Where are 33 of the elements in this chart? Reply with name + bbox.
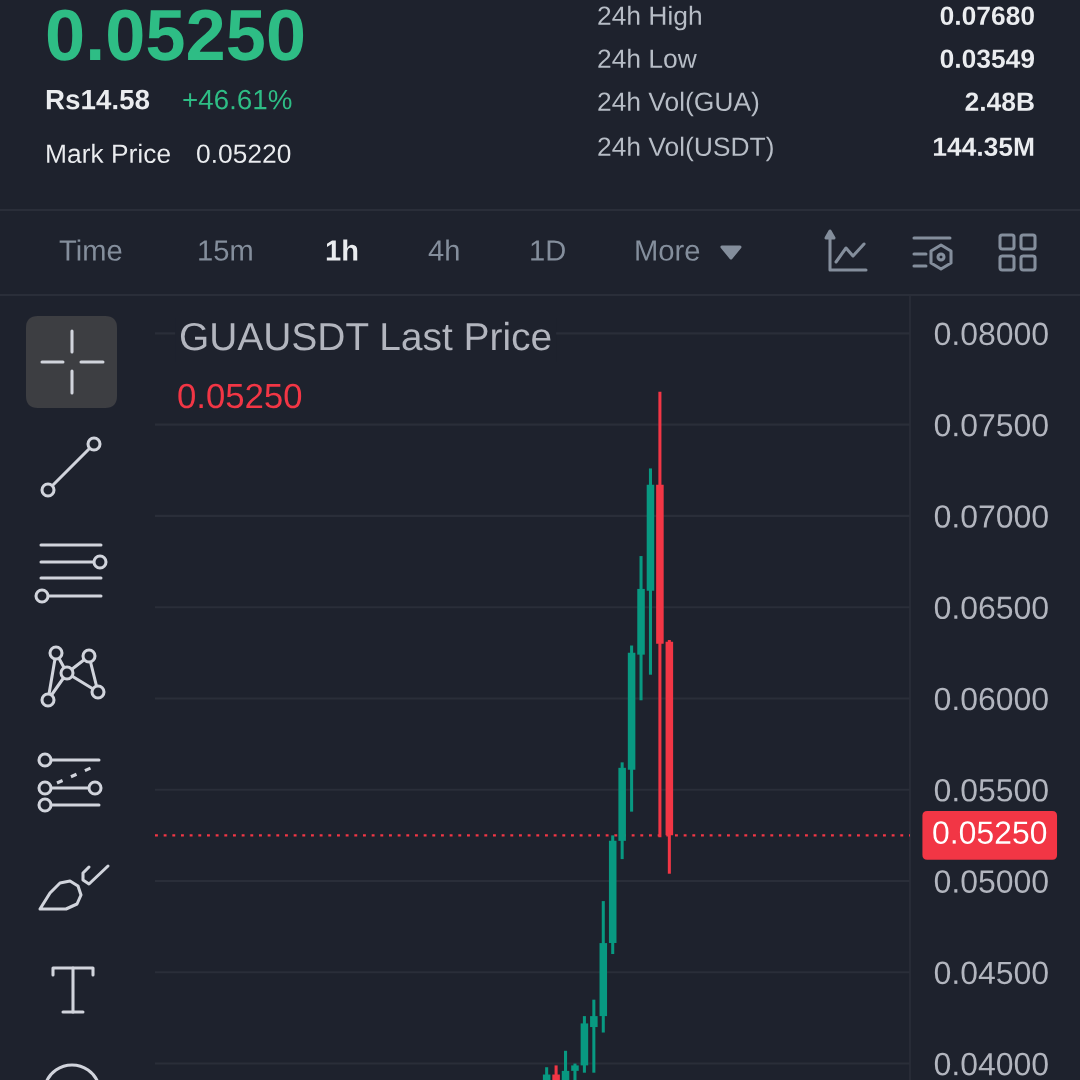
text: 24h High	[598, 5, 701, 31]
text: 0.05250	[47, 9, 304, 61]
text: More	[636, 240, 700, 261]
text: 24h Vol(GUA)	[598, 91, 759, 117]
text: 24h Low	[598, 48, 697, 69]
y-tick-label: 0.07000	[934, 505, 1048, 528]
y-tick-label: 0.05500	[934, 779, 1048, 802]
text: 144.35M	[933, 137, 1034, 157]
candlestick	[561, 1049, 570, 1080]
text: +46.61%	[183, 89, 292, 110]
text: 15m	[199, 240, 252, 261]
y-tick-label: 0.04500	[934, 961, 1048, 985]
text: 24h Vol(USDT)	[598, 136, 773, 162]
text: Rs14.58	[46, 89, 150, 110]
y-tick-label: 0.08000	[934, 322, 1048, 346]
annotation: 0.05250	[178, 383, 302, 409]
text: 0.07680	[940, 6, 1034, 26]
text: 0.05220	[197, 144, 291, 164]
candlestick	[590, 999, 598, 1073]
ref-line-label: 0.05250	[933, 821, 1047, 844]
y-tick-label: 0.07500	[934, 413, 1048, 437]
text: 0.03549	[940, 49, 1035, 69]
y-tick-label: 0.06000	[934, 687, 1048, 711]
y-tick-label: 0.06500	[934, 596, 1048, 620]
text: GUAUSDT Last Price	[180, 321, 551, 351]
text: 1h	[326, 239, 358, 261]
text: 2.48B	[965, 92, 1034, 112]
text: 1D	[531, 240, 565, 261]
text: Mark Price	[47, 143, 170, 164]
text: 4h	[428, 239, 459, 261]
y-tick-label: 0.04000	[934, 1052, 1048, 1076]
text: Time	[59, 239, 122, 261]
y-tick-label: 0.05000	[934, 870, 1048, 893]
